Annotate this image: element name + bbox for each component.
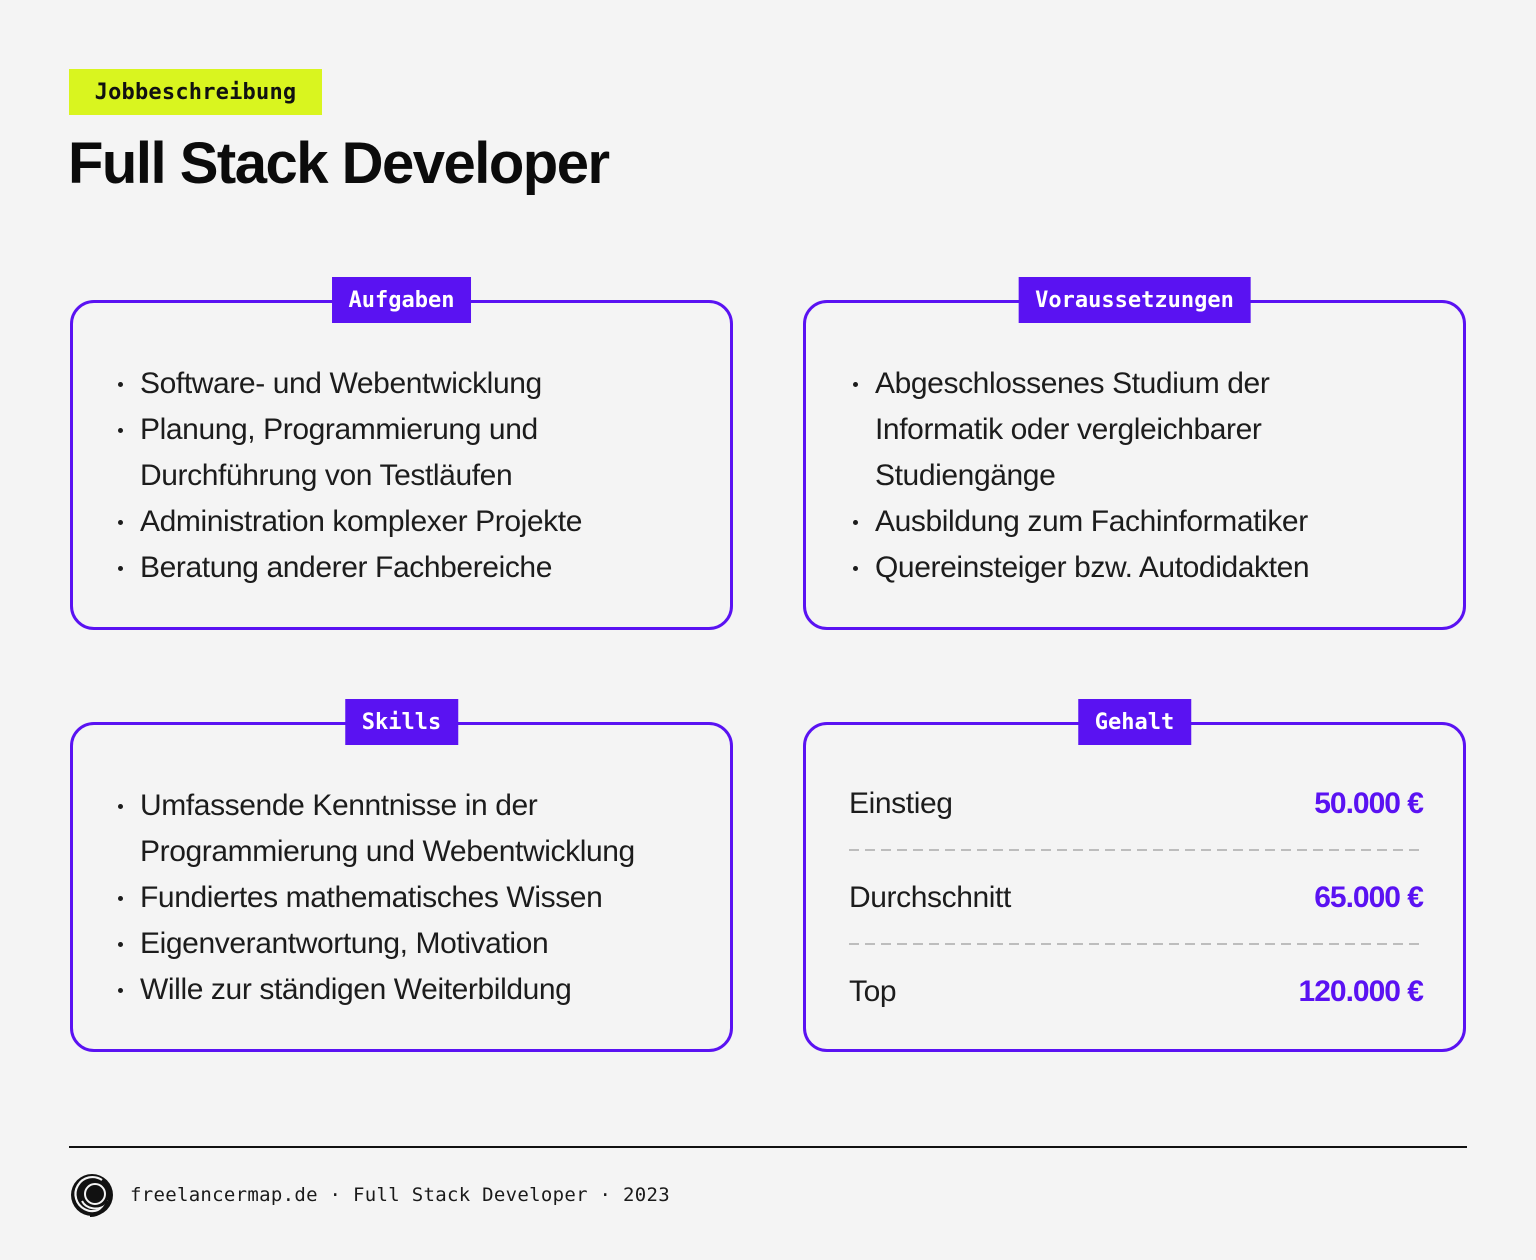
card-label-aufgaben: Aufgaben — [331, 277, 472, 323]
list-item: Ausbildung zum Fachinformatiker — [852, 499, 1443, 545]
card-aufgaben: Aufgaben Software- und Webentwicklung Pl… — [70, 277, 733, 630]
card-label-voraussetzungen: Voraussetzungen — [1018, 277, 1251, 323]
list-item: Fundiertes mathematisches Wissen — [117, 875, 710, 921]
salary-label: Durchschnitt — [849, 881, 1011, 914]
aufgaben-list: Software- und Webentwicklung Planung, Pr… — [117, 361, 710, 591]
salary-value: 65.000 € — [1314, 881, 1424, 914]
salary-value: 50.000 € — [1314, 787, 1424, 820]
list-item: Administration komplexer Projekte — [117, 499, 710, 545]
salary-table: Einstieg 50.000 € Durchschnitt 65.000 € … — [849, 781, 1424, 1015]
page-title: Full Stack Developer — [68, 131, 610, 196]
salary-label: Einstieg — [849, 787, 953, 820]
card-voraussetzungen: Voraussetzungen Abgeschlossenes Studium … — [803, 277, 1466, 630]
list-item: Eigenverantwortung, Motivation — [117, 921, 710, 967]
dashed-divider — [849, 849, 1423, 851]
footer: freelancermap.de · Full Stack Developer … — [68, 1171, 670, 1219]
footer-text: freelancermap.de · Full Stack Developer … — [130, 1184, 670, 1206]
card-gehalt: Gehalt Einstieg 50.000 € Durchschnitt 65… — [803, 699, 1466, 1052]
card-skills: Skills Umfassende Kenntnisse in der Prog… — [70, 699, 733, 1052]
salary-value: 120.000 € — [1298, 975, 1424, 1008]
list-item: Umfassende Kenntnisse in der Programmier… — [117, 783, 707, 875]
category-tag: Jobbeschreibung — [69, 69, 322, 115]
list-item: Planung, Programmierung und Durchführung… — [117, 407, 587, 499]
card-label-skills: Skills — [344, 699, 459, 745]
salary-row-top: Top 120.000 € — [849, 969, 1424, 1015]
freelancermap-logo-icon — [68, 1171, 116, 1219]
list-item: Software- und Webentwicklung — [117, 361, 710, 407]
list-item: Beratung anderer Fachbereiche — [117, 545, 710, 591]
dashed-divider — [849, 943, 1423, 945]
salary-row-durchschnitt: Durchschnitt 65.000 € — [849, 875, 1424, 921]
card-label-gehalt: Gehalt — [1077, 699, 1192, 745]
list-item: Wille zur ständigen Weiterbildung — [117, 967, 710, 1013]
list-item: Quereinsteiger bzw. Autodidakten — [852, 545, 1443, 591]
skills-list: Umfassende Kenntnisse in der Programmier… — [117, 783, 710, 1013]
salary-row-einstieg: Einstieg 50.000 € — [849, 781, 1424, 827]
salary-label: Top — [849, 975, 897, 1008]
voraussetzungen-list: Abgeschlossenes Studium der Informatik o… — [852, 361, 1443, 591]
footer-divider — [69, 1146, 1467, 1148]
list-item: Abgeschlossenes Studium der Informatik o… — [852, 361, 1332, 499]
